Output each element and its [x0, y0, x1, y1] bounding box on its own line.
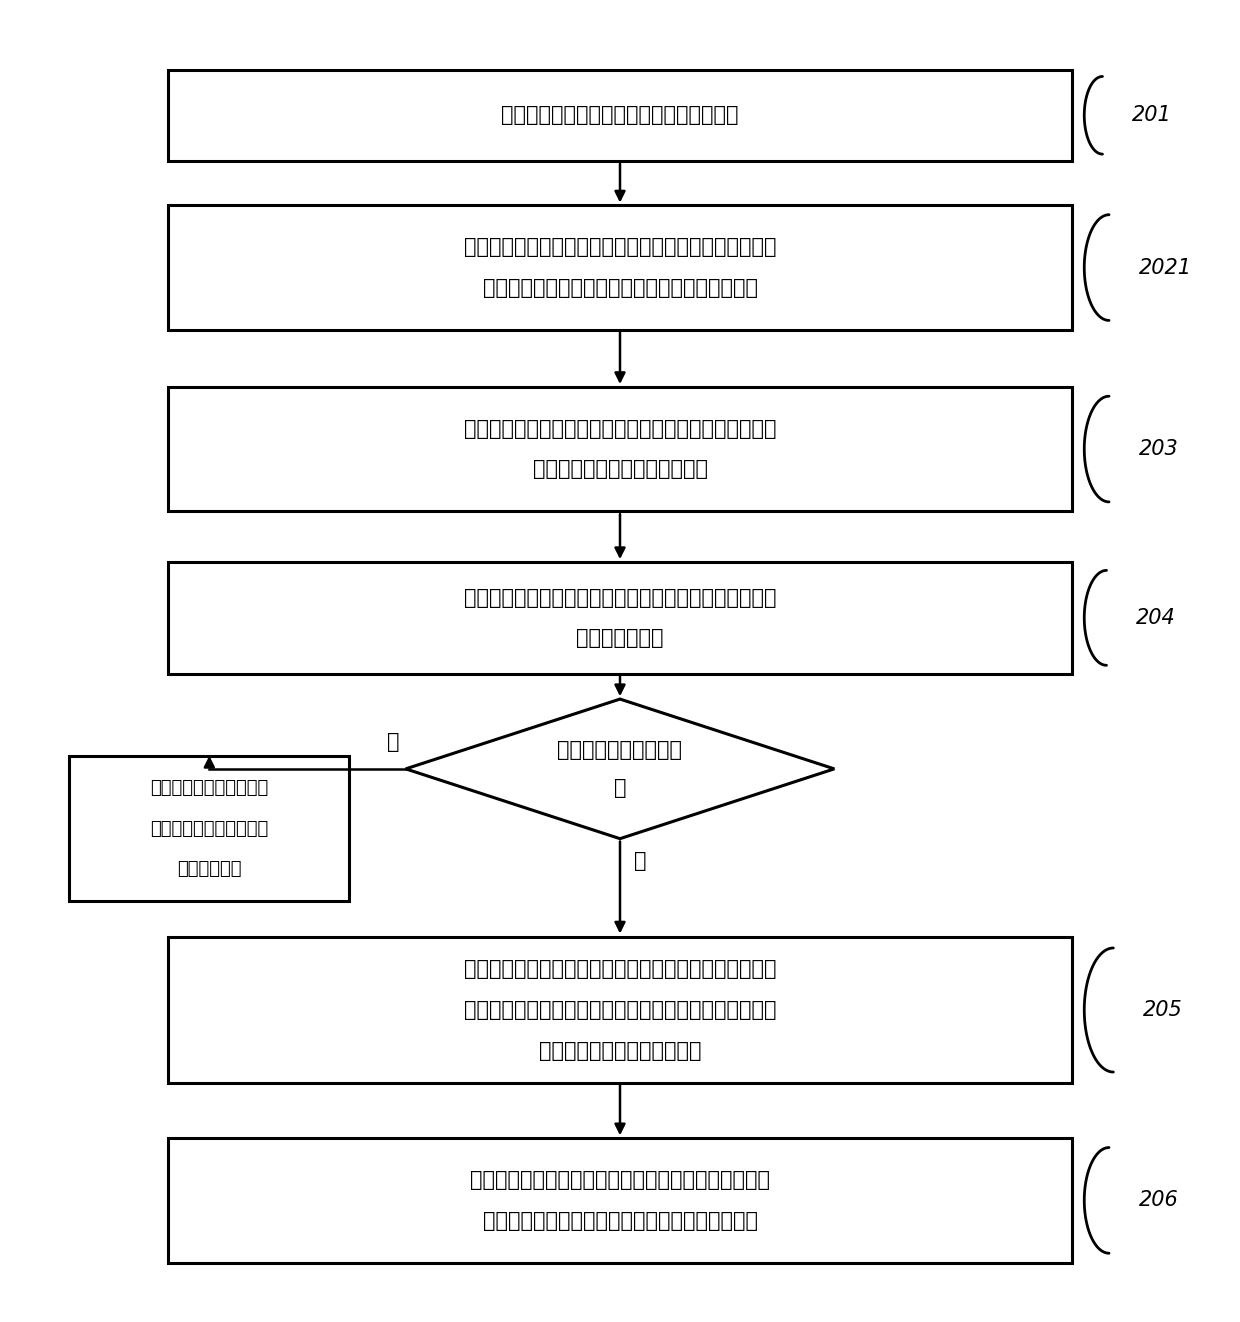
Text: 201: 201: [1132, 106, 1172, 126]
Text: 继续按顺序循环调用画面: 继续按顺序循环调用画面: [150, 779, 268, 797]
Bar: [167, 937, 1073, 1083]
Polygon shape: [405, 699, 835, 838]
Bar: [167, 562, 1073, 674]
Text: 是: 是: [635, 851, 647, 871]
Text: 环调用画面检测图像信息并发送画面检测图像信息: 环调用画面检测图像信息并发送画面检测图像信息: [482, 278, 758, 297]
Bar: [167, 205, 1073, 329]
Text: 图像信息，调用与触控指令对应的第一触控检测图像信息: 图像信息，调用与触控指令对应的第一触控检测图像信息: [464, 999, 776, 1021]
Text: 储存画面检测图像信息与触控检测图像信息: 储存画面检测图像信息与触控检测图像信息: [501, 106, 739, 126]
Text: 并发送第一触控检测图像信息: 并发送第一触控检测图像信息: [538, 1040, 702, 1060]
Text: 检测图像信息: 检测图像信息: [177, 861, 242, 878]
Text: 当接收到外部输入的电能时，按顺序每隔第一预设时间循: 当接收到外部输入的电能时，按顺序每隔第一预设时间循: [464, 237, 776, 258]
Text: 检测图像信息并发送画面: 检测图像信息并发送画面: [150, 820, 268, 838]
Text: 否: 否: [387, 732, 399, 752]
Text: 2021: 2021: [1138, 258, 1192, 278]
Text: 203: 203: [1138, 439, 1178, 459]
Text: 206: 206: [1138, 1190, 1178, 1211]
Text: 将第一触控检测图像信息转化为第一触控检测图像电信: 将第一触控检测图像信息转化为第一触控检测图像电信: [470, 1170, 770, 1190]
Text: 当接收到第一触控指令时，停止按顺序循环调用画面检测: 当接收到第一触控指令时，停止按顺序循环调用画面检测: [464, 960, 776, 980]
Text: 送第一触控指令: 送第一触控指令: [577, 628, 663, 648]
Text: 号，并将第一触控检测图像电信号发送给显示面板: 号，并将第一触控检测图像电信号发送给显示面板: [482, 1211, 758, 1231]
Text: 204: 204: [1136, 608, 1176, 628]
Bar: [167, 70, 1073, 161]
Bar: [167, 387, 1073, 512]
Text: 205: 205: [1143, 999, 1183, 1021]
Bar: [167, 1138, 1073, 1263]
Text: 检测图像电信号发送给显示面板: 检测图像电信号发送给显示面板: [532, 459, 708, 480]
Text: 令: 令: [614, 777, 626, 798]
Bar: [69, 756, 350, 902]
Text: 根据显示面板上的第一触控操作生成第一触控指令，并发: 根据显示面板上的第一触控操作生成第一触控指令，并发: [464, 587, 776, 608]
Text: 将画面检测图像信息转化为画面检测图像电信号并将画面: 将画面检测图像信息转化为画面检测图像电信号并将画面: [464, 419, 776, 439]
Text: 是否接收到第一触控指: 是否接收到第一触控指: [558, 740, 682, 760]
